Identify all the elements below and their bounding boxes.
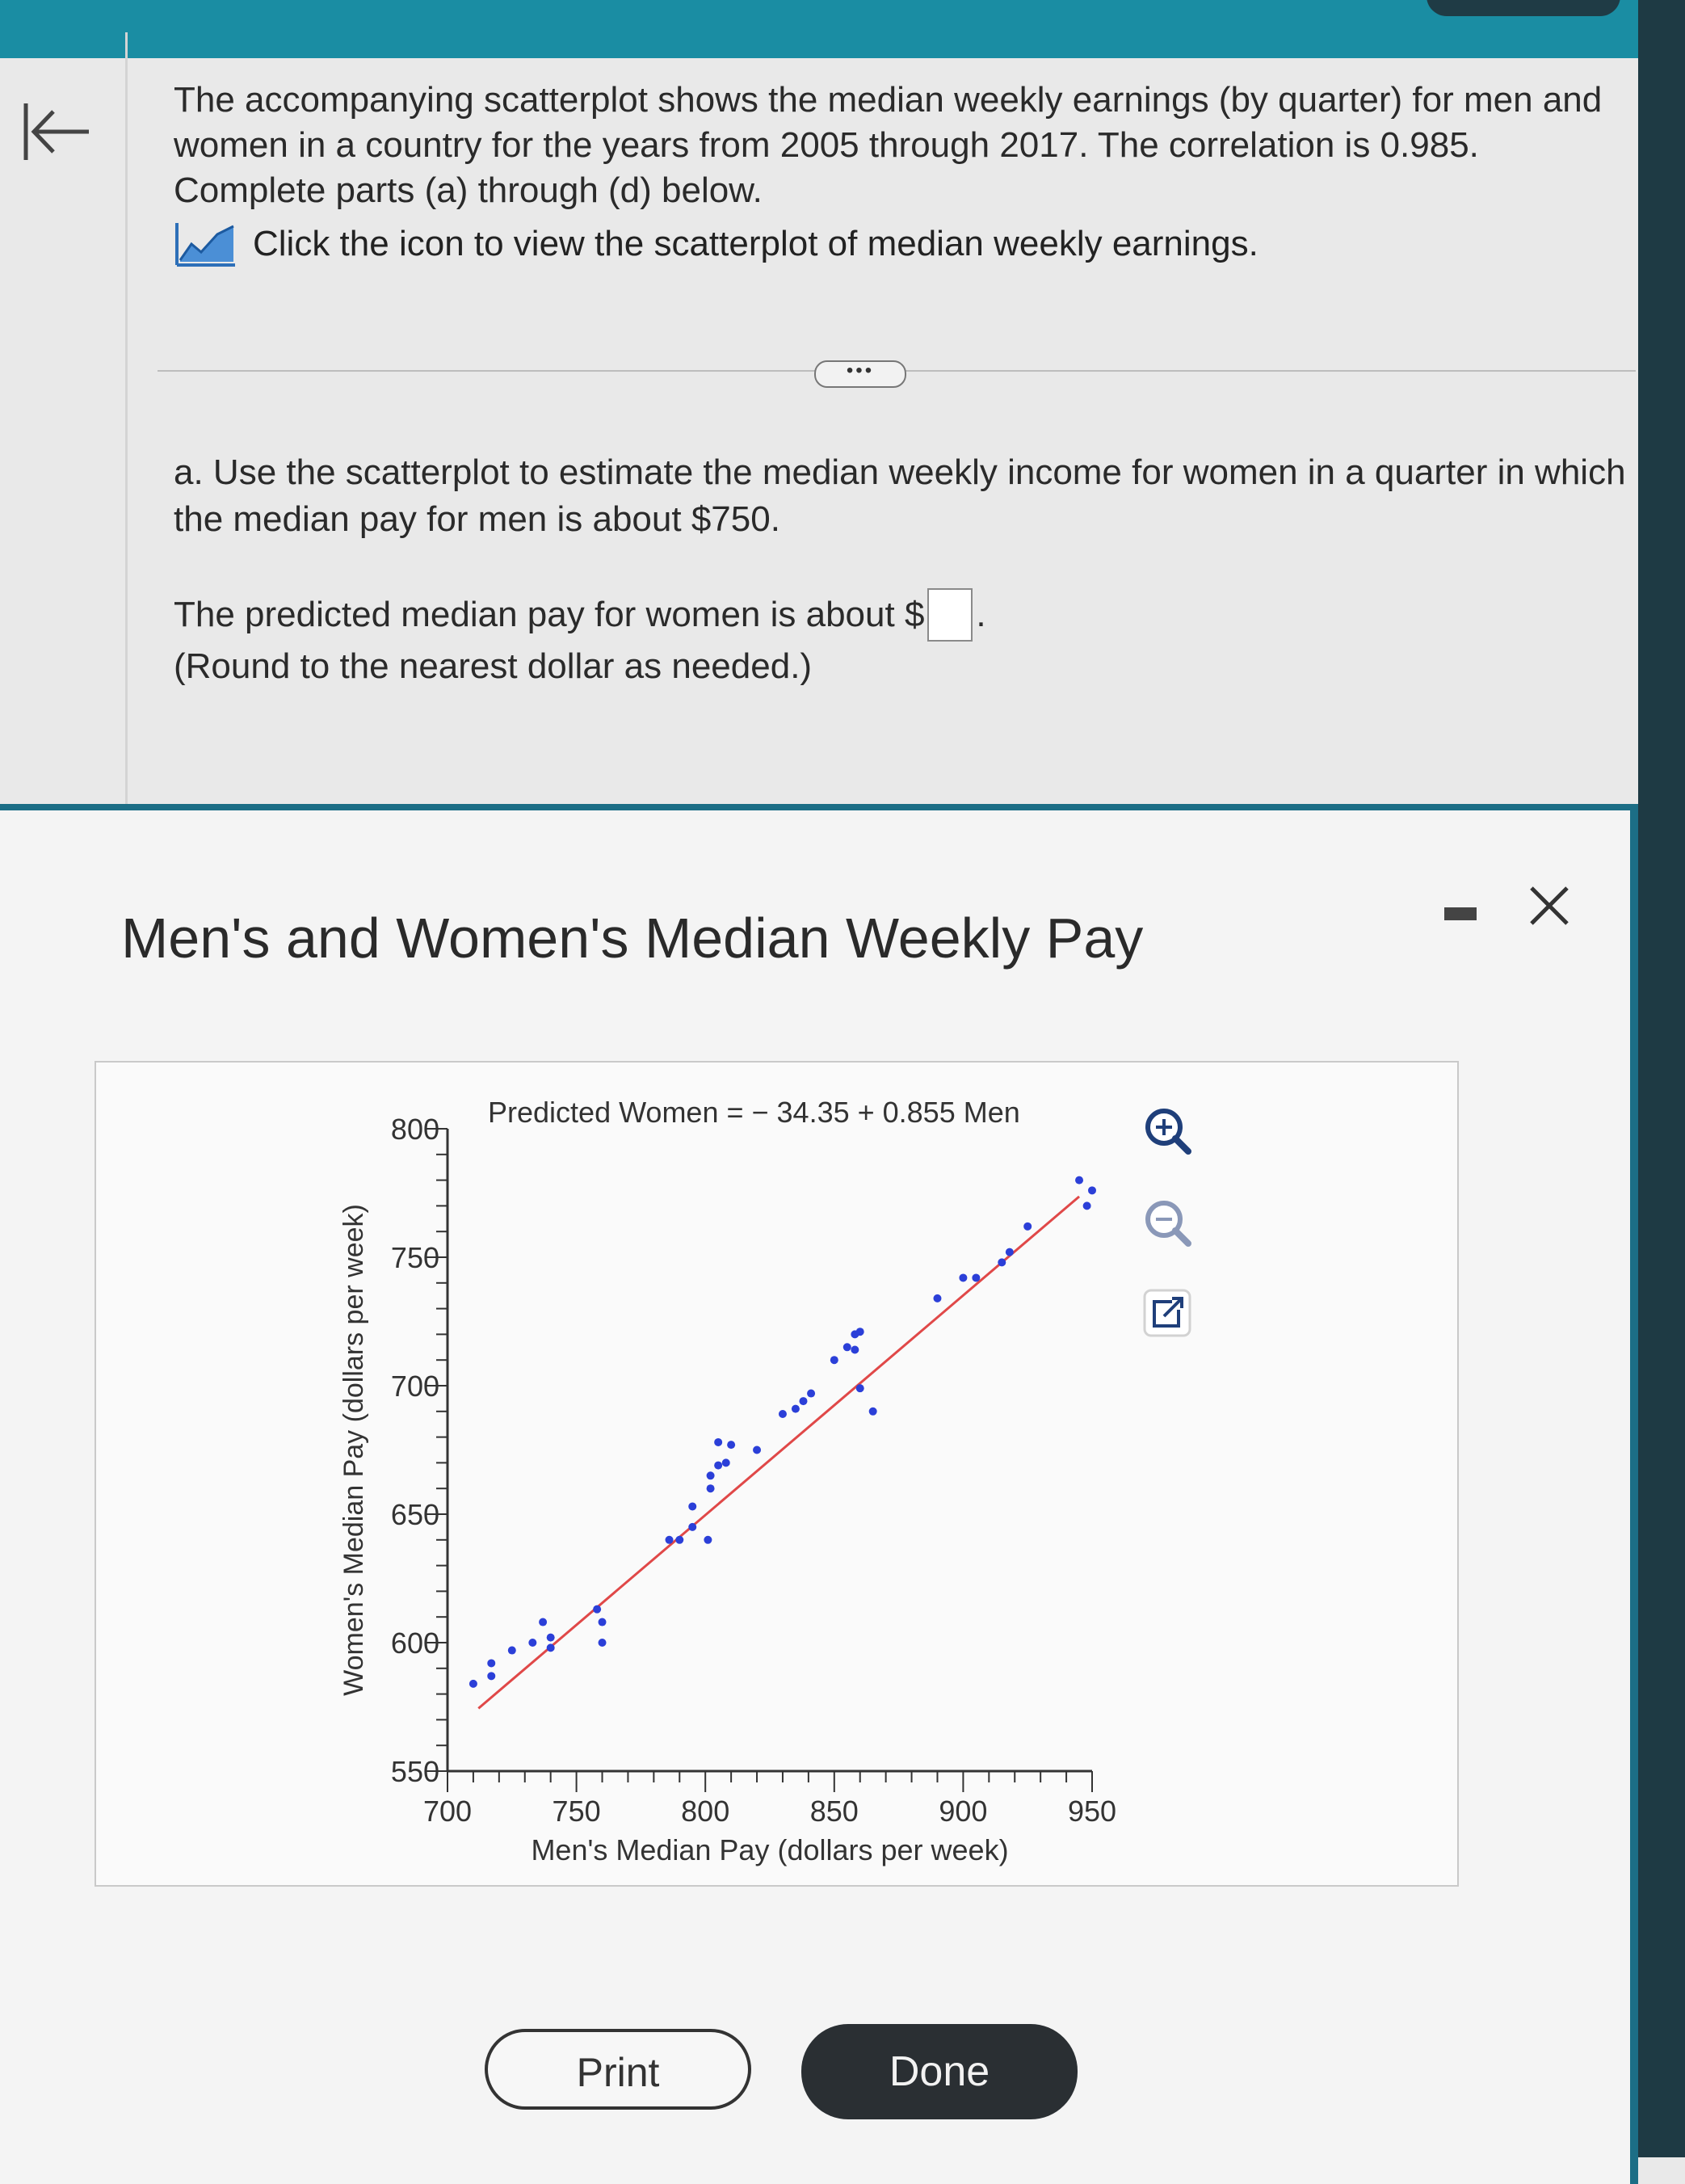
line-chart-icon[interactable] bbox=[174, 220, 238, 268]
y-tick-label: 700 bbox=[391, 1370, 439, 1403]
data-point bbox=[933, 1294, 942, 1302]
data-point bbox=[1005, 1248, 1014, 1256]
data-point bbox=[546, 1643, 555, 1652]
data-point bbox=[507, 1646, 516, 1655]
screen-edge bbox=[1638, 0, 1685, 2157]
data-point bbox=[593, 1605, 602, 1614]
x-tick-label: 800 bbox=[681, 1795, 729, 1828]
data-point bbox=[598, 1639, 607, 1647]
data-point bbox=[868, 1407, 877, 1416]
data-point bbox=[714, 1461, 723, 1470]
data-point bbox=[539, 1618, 548, 1626]
data-point bbox=[675, 1535, 684, 1544]
data-point bbox=[1023, 1222, 1032, 1231]
data-point bbox=[972, 1273, 981, 1282]
scatterplot-chart: 700 750 800 850 900 950 550 600 650 700 750 800 Men'… bbox=[338, 1096, 1116, 1866]
data-point bbox=[688, 1502, 697, 1511]
data-point bbox=[778, 1409, 787, 1418]
data-point bbox=[959, 1273, 968, 1282]
x-tick-label: 950 bbox=[1068, 1795, 1116, 1828]
dialog-title: Men's and Women's Median Weekly Pay bbox=[121, 907, 1144, 970]
y-tick-label: 800 bbox=[391, 1113, 439, 1146]
data-point bbox=[1088, 1186, 1096, 1195]
part-a-question: a. Use the scatterplot to estimate the m… bbox=[174, 449, 1628, 543]
popout-icon[interactable] bbox=[1138, 1284, 1196, 1342]
data-point bbox=[998, 1258, 1006, 1267]
part-a-text: a. Use the scatterplot to estimate the m… bbox=[174, 452, 1626, 539]
scatterplot-link-row[interactable]: Click the icon to view the scatterplot o… bbox=[174, 220, 1258, 268]
x-tick-label: 750 bbox=[553, 1795, 601, 1828]
y-axis-label: Women's Median Pay (dollars per week) bbox=[338, 1204, 369, 1696]
y-tick-label: 600 bbox=[391, 1626, 439, 1660]
data-point bbox=[665, 1535, 674, 1544]
data-point bbox=[469, 1679, 477, 1688]
data-point bbox=[830, 1356, 838, 1365]
data-point bbox=[688, 1522, 697, 1531]
answer-suffix: . bbox=[976, 595, 986, 634]
question-intro: The accompanying scatterplot shows the m… bbox=[174, 78, 1628, 213]
first-page-arrow-icon[interactable] bbox=[15, 95, 95, 168]
top-bar bbox=[0, 0, 1685, 58]
data-point bbox=[487, 1672, 496, 1681]
expand-more-button[interactable]: ••• bbox=[814, 360, 906, 388]
data-point bbox=[855, 1328, 864, 1336]
minimize-icon[interactable] bbox=[1444, 907, 1477, 920]
close-icon[interactable] bbox=[1525, 882, 1574, 930]
data-point bbox=[706, 1471, 715, 1480]
data-point bbox=[727, 1441, 736, 1450]
answer-line: The predicted median pay for women is ab… bbox=[174, 588, 986, 642]
question-intro-text: The accompanying scatterplot shows the m… bbox=[174, 80, 1603, 210]
data-point bbox=[851, 1345, 859, 1354]
data-point bbox=[721, 1458, 730, 1467]
print-button[interactable]: Print bbox=[485, 2029, 751, 2110]
data-point bbox=[791, 1404, 800, 1413]
data-point bbox=[528, 1639, 537, 1647]
data-point bbox=[807, 1389, 816, 1398]
y-tick-label: 750 bbox=[391, 1241, 439, 1274]
y-tick-label: 550 bbox=[391, 1755, 439, 1788]
data-point bbox=[598, 1618, 607, 1626]
y-tick-label: 650 bbox=[391, 1498, 439, 1531]
x-tick-label: 900 bbox=[939, 1795, 987, 1828]
graph-panel: 700 750 800 850 900 950 550 600 650 700 750 800 Men'… bbox=[95, 1061, 1459, 1887]
data-point bbox=[706, 1484, 715, 1493]
answer-input[interactable] bbox=[927, 588, 973, 642]
data-point bbox=[704, 1535, 712, 1544]
sidebar-divider bbox=[125, 32, 128, 808]
data-point bbox=[855, 1384, 864, 1393]
scatterplot-link-text[interactable]: Click the icon to view the scatterplot o… bbox=[253, 224, 1258, 263]
data-point bbox=[799, 1397, 808, 1406]
done-button[interactable]: Done bbox=[801, 2024, 1078, 2119]
data-point bbox=[753, 1445, 762, 1454]
regression-line bbox=[477, 1195, 1081, 1710]
data-point bbox=[546, 1633, 555, 1642]
zoom-out-icon[interactable] bbox=[1138, 1195, 1196, 1253]
x-axis-label: Men's Median Pay (dollars per week) bbox=[531, 1833, 1008, 1866]
answer-prefix: The predicted median pay for women is ab… bbox=[174, 595, 925, 634]
zoom-in-icon[interactable] bbox=[1138, 1103, 1196, 1161]
data-point bbox=[1075, 1176, 1084, 1185]
x-tick-label: 850 bbox=[810, 1795, 859, 1828]
data-point bbox=[842, 1343, 851, 1352]
top-bar-pill bbox=[1427, 0, 1620, 16]
rounding-hint: (Round to the nearest dollar as needed.) bbox=[174, 646, 813, 686]
data-point bbox=[1082, 1201, 1091, 1210]
data-point bbox=[714, 1437, 723, 1446]
scatterplot-dialog: Men's and Women's Median Weekly Pay 700 7… bbox=[0, 804, 1638, 2184]
regression-equation: Predicted Women = − 34.35 + 0.855 Men bbox=[488, 1096, 1020, 1129]
data-point bbox=[487, 1659, 496, 1668]
x-tick-label: 700 bbox=[423, 1795, 472, 1828]
